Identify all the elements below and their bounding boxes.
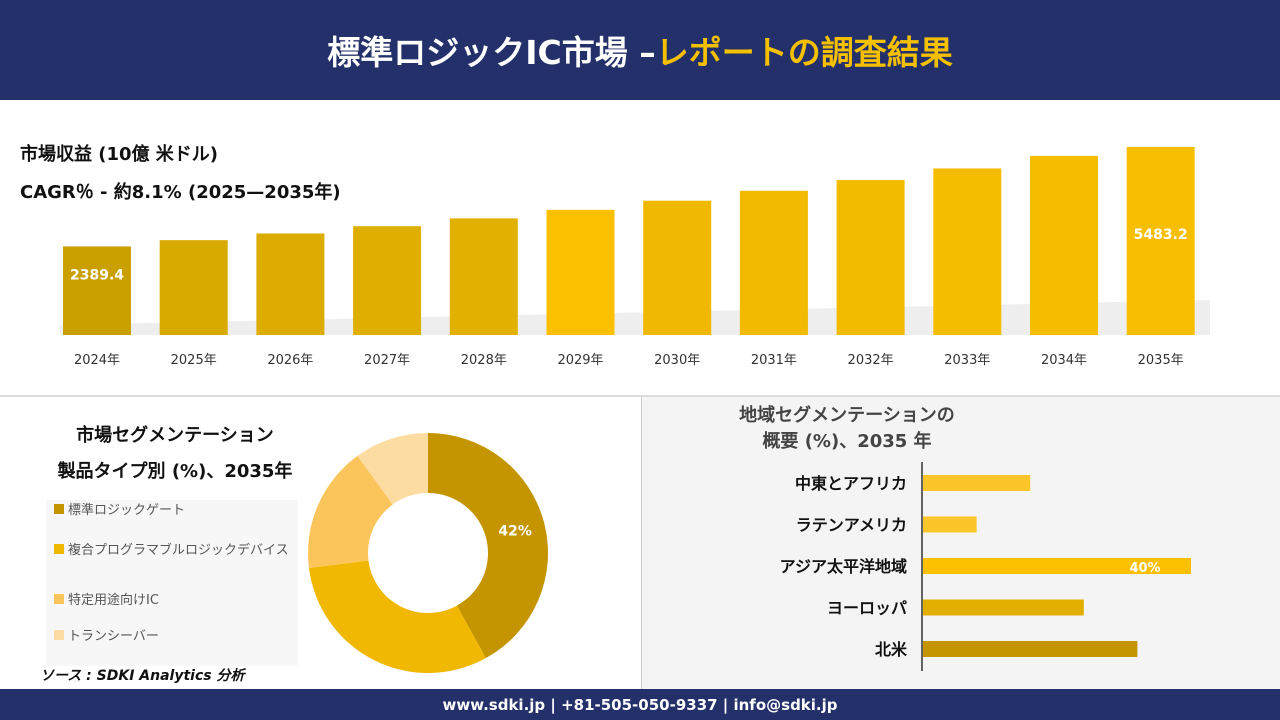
revenue-bar xyxy=(836,180,905,335)
product-segment-panel: 市場セグメンテーション 製品タイプ別 (%)、2035年 標準ロジックゲート複合… xyxy=(0,397,640,689)
donut-slice xyxy=(308,455,393,569)
region-title: 地域セグメンテーションの xyxy=(739,405,955,426)
revenue-bar xyxy=(159,240,228,335)
legend-label: トランシーバー xyxy=(68,629,159,644)
revenue-bar xyxy=(1126,147,1195,335)
pie-legend: 標準ロジックゲート複合プログラマブルロジックデバイス 特定用途向けIC トランシーバ… xyxy=(46,500,298,666)
year-label: 2035年 xyxy=(1138,353,1184,368)
donut-slice xyxy=(357,433,428,505)
legend-swatch xyxy=(54,594,64,604)
region-bar xyxy=(923,516,977,533)
revenue-bar xyxy=(256,233,325,335)
year-label: 2025年 xyxy=(171,353,217,368)
legend-item: トランシーバー xyxy=(54,626,294,648)
year-label: 2034年 xyxy=(1041,353,1087,368)
legend-swatch xyxy=(54,504,64,514)
legend-swatch xyxy=(54,630,64,640)
legend-label: 複合プログラマブルロジックデバイス xyxy=(68,543,289,558)
region-subtitle: 概要 (%)、2035 年 xyxy=(762,431,932,452)
region-bar xyxy=(923,599,1084,616)
bar-value-label: 5483.2 xyxy=(1134,227,1188,243)
revenue-bar xyxy=(63,246,131,335)
year-label: 2030年 xyxy=(654,353,700,368)
year-label: 2032年 xyxy=(848,353,894,368)
region-label: 中東とアフリカ xyxy=(795,474,907,493)
year-label: 2031年 xyxy=(751,353,797,368)
revenue-bar xyxy=(353,226,422,335)
pie-title: 市場セグメンテーション xyxy=(76,425,274,446)
donut-chart: 42% xyxy=(308,433,548,673)
revenue-bar xyxy=(739,190,808,335)
region-label: アジア太平洋地域 xyxy=(780,557,907,576)
region-segment-panel: 地域セグメンテーションの 概要 (%)、2035 年 中東とアフリカ ラテンアメリ… xyxy=(641,397,1280,689)
title-main: 標準ロジックIC市場 – xyxy=(327,33,656,72)
year-label: 2033年 xyxy=(944,353,990,368)
revenue-bar xyxy=(933,168,1002,335)
region-value-label: 40% xyxy=(1129,561,1160,576)
revenue-bar xyxy=(546,209,615,335)
revenue-title: 市場収益 (10億 米ドル) xyxy=(20,144,219,165)
footer-contact: www.sdki.jp | +81-505-050-9337 | info@sd… xyxy=(0,689,1280,720)
revenue-bar-chart: 2024年 2389.4 2025年 2026年 2027年 2028年 2029年 2030… xyxy=(60,147,1210,368)
divider xyxy=(0,395,1280,397)
region-bar xyxy=(923,475,1031,491)
year-label: 2028年 xyxy=(461,353,507,368)
year-label: 2026年 xyxy=(267,353,313,368)
region-label: 北米 xyxy=(875,640,908,659)
region-label: ヨーロッパ xyxy=(827,599,907,618)
region-label: ラテンアメリカ xyxy=(796,516,907,535)
cagr-subtitle: CAGR％ - 約8.1% (2025—2035年) xyxy=(20,182,341,203)
legend-label: 標準ロジックゲート xyxy=(68,503,186,518)
source-note: ソース : SDKI Analytics 分析 xyxy=(40,668,245,684)
bar-value-label: 2389.4 xyxy=(70,267,124,283)
revenue-bar xyxy=(449,218,518,335)
donut-slice xyxy=(428,433,548,659)
region-bar xyxy=(923,641,1138,657)
bar-shadow xyxy=(60,300,1210,335)
legend-item: 特定用途向けIC xyxy=(54,590,294,612)
year-label: 2027年 xyxy=(364,353,410,368)
title-accent: レポートの調査結果 xyxy=(655,33,953,72)
legend-label: 特定用途向けIC xyxy=(68,593,159,608)
revenue-bar xyxy=(1030,155,1098,335)
pie-subtitle: 製品タイプ別 (%)、2035年 xyxy=(57,461,293,482)
year-label: 2024年 xyxy=(74,353,120,368)
slice-label: 42% xyxy=(498,524,532,540)
legend-item: 標準ロジックゲート xyxy=(54,500,294,522)
donut-slice xyxy=(308,560,486,673)
revenue-bar xyxy=(643,200,712,335)
legend-item: 複合プログラマブルロジックデバイス xyxy=(54,540,294,562)
year-label: 2029年 xyxy=(557,353,603,368)
region-bar xyxy=(923,558,1191,574)
legend-swatch xyxy=(54,544,64,554)
header-banner: 標準ロジックIC市場 – レポートの調査結果 xyxy=(0,0,1280,100)
